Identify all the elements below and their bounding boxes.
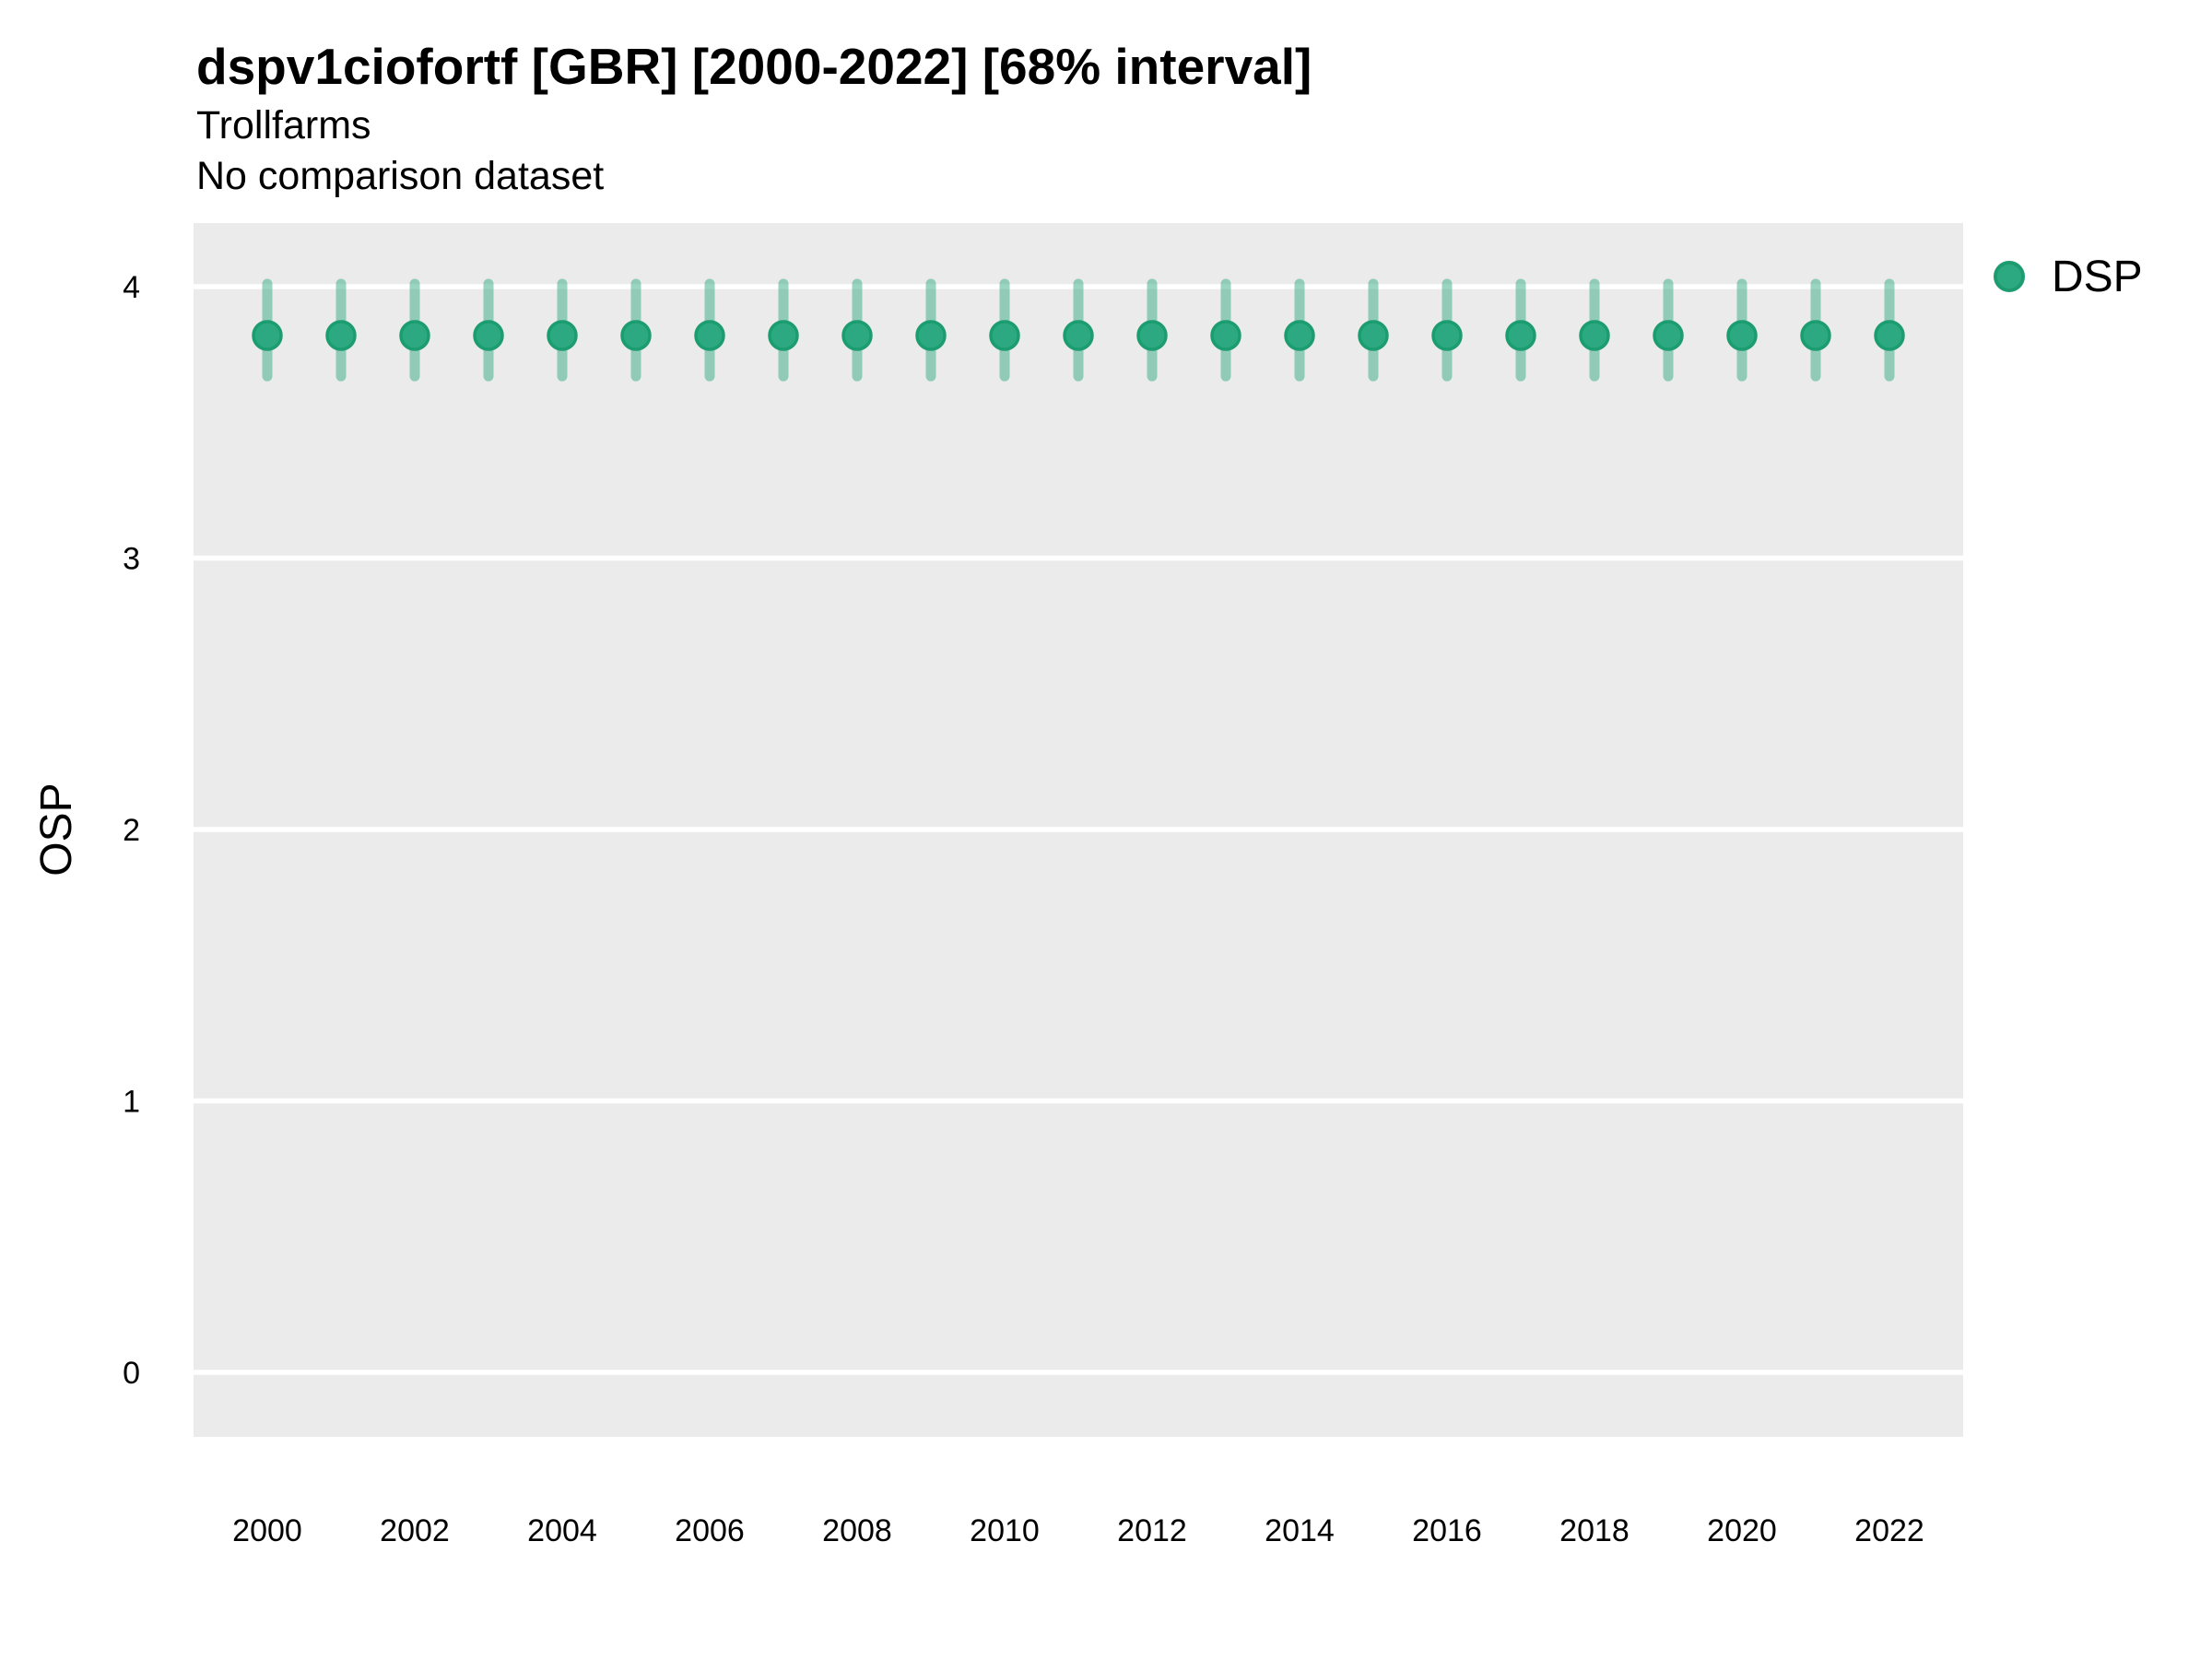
point-2022	[1874, 320, 1905, 351]
point-2020	[1726, 320, 1758, 351]
y-tick-label: 4	[123, 270, 140, 305]
point-2000	[252, 320, 283, 351]
point-2016	[1431, 320, 1463, 351]
point-2006	[694, 320, 725, 351]
x-tick-label: 2018	[1559, 1513, 1630, 1548]
point-2015	[1358, 320, 1389, 351]
legend-dot-icon	[1994, 261, 2025, 292]
x-tick-label: 2012	[1117, 1513, 1187, 1548]
y-axis-title: OSP	[32, 782, 81, 876]
y-tick-label: 3	[123, 542, 140, 577]
point-2002	[399, 320, 430, 351]
point-2013	[1210, 320, 1241, 351]
point-2017	[1505, 320, 1536, 351]
point-2019	[1653, 320, 1684, 351]
point-2021	[1800, 320, 1831, 351]
chart-title: dspv1ciofortf [GBR] [2000-2022] [68% int…	[196, 38, 1312, 95]
point-2011	[1063, 320, 1094, 351]
point-2005	[620, 320, 652, 351]
x-tick-label: 2004	[527, 1513, 597, 1548]
point-2018	[1579, 320, 1610, 351]
x-tick-label: 2006	[675, 1513, 745, 1548]
point-2009	[915, 320, 947, 351]
x-tick-label: 2020	[1707, 1513, 1777, 1548]
x-tick-label: 2010	[970, 1513, 1040, 1548]
y-tick-label: 2	[123, 813, 140, 848]
y-tick-label: 0	[123, 1356, 140, 1391]
point-2010	[989, 320, 1020, 351]
chart-note: No comparison dataset	[196, 154, 605, 198]
point-2007	[768, 320, 799, 351]
point-2003	[473, 320, 504, 351]
x-tick-label: 2002	[380, 1513, 450, 1548]
point-2008	[841, 320, 873, 351]
legend-label: DSP	[2052, 253, 2143, 301]
x-tick-label: 2022	[1854, 1513, 1924, 1548]
x-tick-label: 2000	[232, 1513, 302, 1548]
y-tick-label: 1	[123, 1085, 140, 1120]
point-2001	[325, 320, 357, 351]
point-2012	[1136, 320, 1168, 351]
point-2014	[1284, 320, 1315, 351]
x-tick-label: 2016	[1412, 1513, 1482, 1548]
point-2004	[547, 320, 578, 351]
chart-subtitle: Trollfarms	[196, 103, 371, 147]
x-tick-label: 2014	[1265, 1513, 1335, 1548]
x-tick-label: 2008	[822, 1513, 892, 1548]
